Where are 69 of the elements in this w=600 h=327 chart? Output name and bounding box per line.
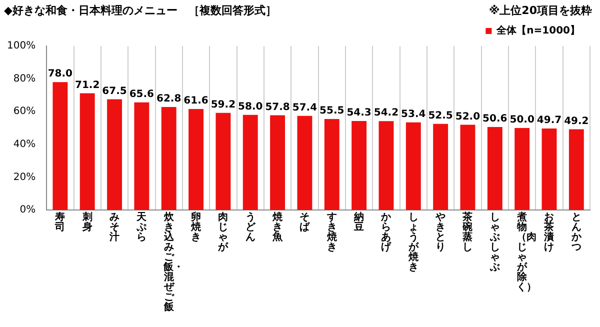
bar — [188, 108, 204, 210]
x-tick-label: お茶漬け — [544, 212, 555, 253]
bar — [433, 124, 448, 210]
bar — [568, 129, 584, 210]
bar — [406, 122, 421, 210]
data-label: 55.5 — [320, 106, 344, 117]
x-tick-label: からあげ — [380, 212, 392, 253]
bar — [270, 115, 286, 210]
data-label: 61.6 — [184, 96, 208, 107]
x-tick-label: 肉じゃが — [218, 212, 229, 253]
category-label: 炊き込みご飯・混ぜご飯 — [163, 212, 184, 313]
bar — [107, 99, 122, 210]
data-label: 49.7 — [536, 115, 562, 126]
data-label: 65.6 — [129, 89, 154, 100]
data-label: 52.5 — [428, 110, 453, 122]
x-tick-label: みそ汁 — [109, 212, 120, 243]
data-label: 49.2 — [564, 116, 589, 127]
data-label: 52.0 — [455, 111, 480, 122]
x-tick-label: 刺身 — [82, 212, 93, 233]
y-tick-label: 40% — [13, 138, 36, 150]
x-tick-label: やきとり — [435, 212, 446, 253]
y-tick-label: 20% — [13, 172, 36, 183]
x-tick-label: 寿司 — [54, 212, 66, 233]
bar — [242, 114, 258, 210]
x-tick-label: そば — [299, 212, 310, 233]
data-label: 50.0 — [510, 114, 534, 126]
x-tick-label: とんかつ — [570, 212, 582, 253]
bar — [487, 127, 502, 210]
bar — [542, 128, 557, 210]
x-tick-label: しゃぶしゃぶ — [489, 212, 500, 273]
y-tick-label: 80% — [13, 73, 36, 84]
x-tick-label: 焼き魚 — [272, 212, 284, 243]
x-tick-label: 煮物（肉じゃが除く） — [516, 212, 537, 293]
x-tick-label: 卵焼き — [190, 212, 202, 243]
bar — [352, 120, 367, 210]
x-tick-label: すき焼き — [326, 212, 338, 253]
bar — [460, 124, 476, 210]
data-label: 59.2 — [210, 100, 236, 111]
bar — [514, 128, 530, 210]
bar — [161, 107, 176, 210]
x-tick-label: 納豆 — [354, 212, 365, 233]
data-label: 71.2 — [75, 80, 100, 91]
bar — [216, 112, 231, 210]
text: ※上位20項目を抜粋 — [488, 3, 592, 18]
bar — [297, 116, 312, 210]
x-tick-label: うどん — [244, 212, 256, 243]
x-tick-label: 天ぷら — [136, 212, 148, 243]
y-tick-label: 100% — [6, 40, 36, 52]
y-tick-label: 60% — [13, 106, 36, 118]
data-label: 57.4 — [292, 102, 318, 114]
data-label: 54.2 — [374, 108, 399, 119]
legend-label: 全体【n=1000】 — [496, 24, 580, 37]
bar — [52, 82, 68, 210]
y-tick-label: 0% — [20, 204, 36, 216]
data-label: 58.0 — [238, 101, 263, 112]
bar — [378, 121, 394, 210]
data-label: 67.5 — [102, 86, 127, 97]
bar — [134, 102, 150, 210]
data-label: 53.4 — [401, 109, 426, 120]
data-label: 62.8 — [156, 94, 182, 105]
data-label: 54.3 — [346, 108, 372, 119]
x-tick-label: しょうが焼き — [408, 212, 419, 273]
data-label: 78.0 — [48, 68, 73, 80]
chart-title: ◆好きな和食・日本料理のメニュー ［複数回答形式］ — [4, 3, 276, 18]
bar — [80, 93, 95, 210]
data-label: 57.8 — [265, 102, 290, 113]
bar — [324, 118, 340, 210]
data-label: 50.6 — [482, 114, 508, 125]
x-tick-label: 茶碗蒸し — [462, 212, 474, 253]
